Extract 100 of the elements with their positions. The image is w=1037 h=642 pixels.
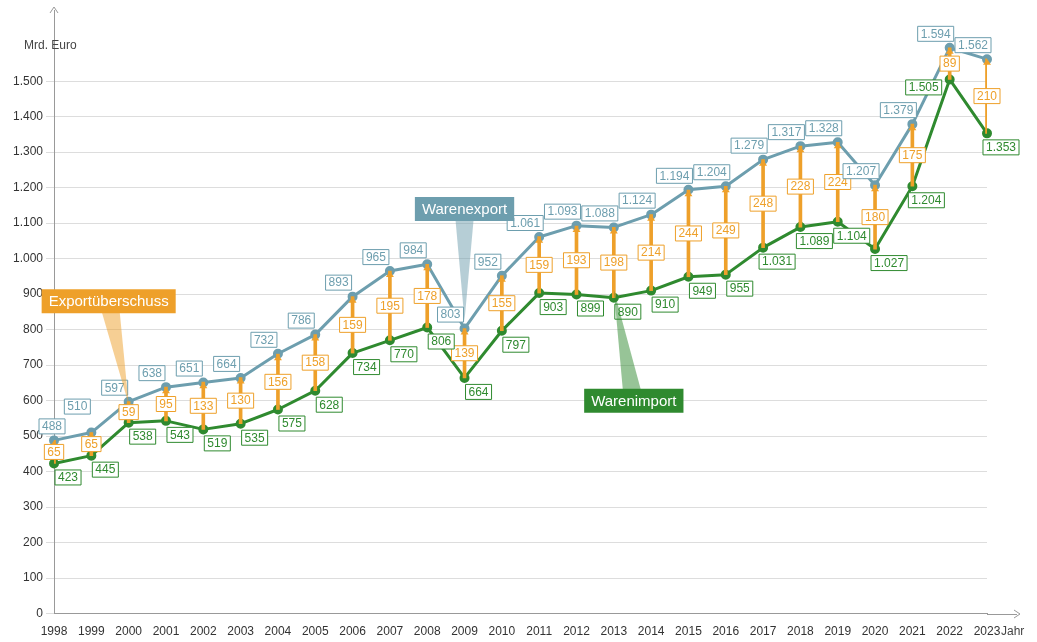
data-label: 575 — [281, 416, 303, 431]
data-label: 1.207 — [846, 164, 877, 178]
data-label: 1.204 — [911, 193, 942, 208]
data-label: 535 — [244, 430, 265, 445]
data-label: 198 — [603, 255, 625, 270]
data-label: 180 — [865, 209, 886, 224]
x-tick-label: 2010 — [488, 624, 516, 639]
x-tick-label: 2020 — [861, 624, 889, 639]
x-tick-label: 2017 — [749, 624, 777, 639]
y-tick-label: 400 — [23, 463, 44, 478]
data-label: 510 — [67, 399, 88, 414]
data-label: 806 — [431, 334, 452, 349]
x-tick-label: 2006 — [339, 624, 367, 639]
data-label: 797 — [505, 337, 527, 352]
data-label: 803 — [440, 307, 461, 322]
data-label: 890 — [617, 304, 639, 319]
data-label: 1.104 — [836, 228, 868, 243]
data-label: 1.204 — [696, 165, 728, 180]
data-label: 1.089 — [799, 233, 830, 248]
data-label: 193 — [566, 253, 587, 268]
x-tick-label: 2022 — [936, 624, 964, 639]
data-label: 95 — [159, 396, 173, 411]
data-label: 664 — [468, 384, 489, 399]
data-label: 133 — [193, 398, 214, 413]
y-tick-label: 900 — [23, 286, 44, 301]
data-label: 139 — [454, 346, 475, 361]
x-axis-title: Jahr — [1001, 623, 1025, 638]
x-tick-label: 2019 — [824, 624, 852, 639]
data-label: 1.379 — [883, 102, 914, 117]
data-label: 156 — [267, 374, 289, 389]
x-tick-label: 2016 — [712, 624, 740, 639]
data-label: 732 — [253, 332, 275, 347]
data-label: 130 — [230, 393, 251, 408]
text: Warenimport — [591, 391, 678, 409]
data-label: 214 — [641, 245, 662, 260]
x-tick-label: 2009 — [451, 624, 479, 639]
data-label: 1.194 — [659, 168, 690, 183]
data-label: 1.088 — [584, 206, 616, 221]
data-label: 1.328 — [808, 121, 840, 136]
x-tick-label: 2000 — [115, 624, 143, 639]
data-label: 1.353 — [985, 140, 1017, 155]
data-label: 734 — [356, 359, 377, 374]
data-label: 1.505 — [908, 80, 940, 95]
y-axis-title: Mrd. Euro — [24, 37, 78, 52]
data-label: 1.124 — [622, 193, 653, 208]
y-tick-label: 1.000 — [13, 250, 44, 265]
data-label: 1.093 — [547, 204, 578, 219]
x-tick-label: 2023 — [973, 624, 1001, 639]
data-label: 244 — [678, 226, 699, 241]
data-label: 1.317 — [771, 124, 802, 139]
data-label: 984 — [403, 243, 424, 258]
data-label: 543 — [169, 427, 191, 442]
x-tick-label: 1999 — [78, 624, 106, 639]
x-tick-label: 2014 — [637, 624, 665, 639]
x-tick-label: 2007 — [376, 624, 404, 639]
data-label: 903 — [543, 299, 564, 314]
y-tick-label: 600 — [23, 392, 44, 407]
y-tick-label: 1.300 — [13, 144, 44, 159]
data-label: 628 — [319, 397, 340, 412]
data-label: 664 — [216, 356, 237, 371]
y-tick-label: 1.400 — [13, 108, 44, 123]
data-label: 1.279 — [734, 138, 765, 153]
text: Exportüberschuss — [48, 292, 169, 310]
data-label: 638 — [141, 365, 163, 380]
y-tick-label: 100 — [23, 570, 44, 585]
y-tick-label: 0 — [36, 605, 44, 620]
x-tick-label: 2012 — [563, 624, 591, 639]
data-label: 893 — [328, 275, 349, 290]
data-label: 249 — [715, 223, 737, 238]
data-label: 651 — [179, 361, 200, 376]
data-label: 65 — [84, 436, 99, 451]
data-label: 1.027 — [874, 255, 905, 270]
data-label: 1.594 — [920, 26, 952, 41]
x-tick-label: 2008 — [413, 624, 441, 639]
data-label: 224 — [827, 174, 849, 189]
data-label: 210 — [976, 88, 998, 103]
x-tick-label: 2011 — [526, 624, 553, 639]
data-label: 158 — [305, 355, 326, 370]
data-label: 159 — [529, 257, 550, 272]
x-tick-label: 2005 — [301, 624, 329, 639]
y-tick-label: 700 — [23, 357, 44, 372]
data-label: 965 — [365, 249, 387, 264]
data-label: 597 — [104, 380, 125, 395]
y-tick-label: 800 — [23, 321, 44, 336]
data-label: 1.031 — [762, 254, 793, 269]
x-tick-label: 2004 — [264, 624, 292, 639]
y-tick-label: 1.500 — [13, 73, 44, 88]
data-label: 488 — [42, 419, 63, 434]
x-tick-label: 2003 — [227, 624, 255, 639]
data-label: 910 — [655, 297, 676, 312]
data-label: 538 — [132, 429, 153, 444]
x-tick-label: 1998 — [40, 624, 68, 639]
y-tick-label: 300 — [23, 499, 44, 514]
text: Warenexport — [421, 200, 509, 218]
data-label: 949 — [692, 283, 713, 298]
data-label: 155 — [491, 296, 513, 311]
y-tick-label: 200 — [23, 534, 44, 549]
y-tick-label: 1.100 — [13, 215, 44, 230]
x-tick-label: 2001 — [152, 624, 180, 639]
data-label: 175 — [902, 148, 923, 163]
